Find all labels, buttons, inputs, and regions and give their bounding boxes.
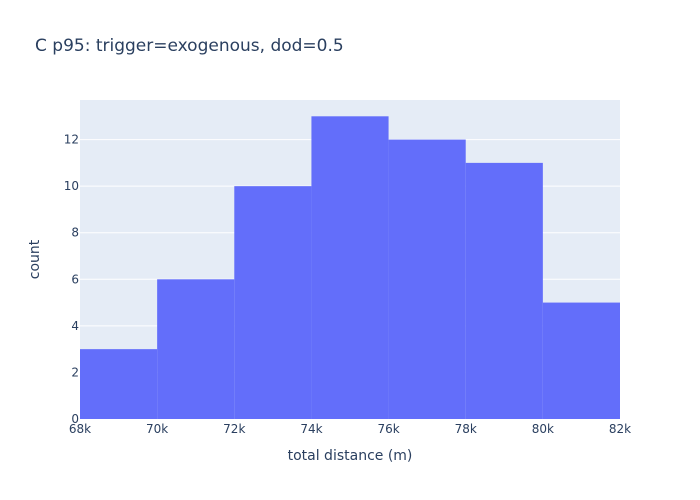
y-tick-label: 8 [71, 226, 79, 240]
x-tick-label: 80k [532, 422, 554, 436]
x-tick-label: 74k [300, 422, 322, 436]
y-tick-label: 4 [71, 319, 79, 333]
x-tick-label: 82k [609, 422, 631, 436]
x-tick-label: 70k [146, 422, 168, 436]
x-axis-ticks: 68k 70k 72k 74k 76k 78k 80k 82k [69, 422, 631, 436]
histogram-bar [465, 162, 543, 420]
histogram-bar [234, 186, 312, 419]
bars [80, 116, 620, 420]
y-tick-label: 10 [64, 179, 79, 193]
y-axis-label: count [27, 239, 43, 279]
y-tick-label: 12 [64, 133, 79, 147]
histogram-bar [157, 279, 235, 419]
histogram-bar [80, 349, 158, 419]
x-axis-label: total distance (m) [288, 448, 413, 464]
histogram-bar [311, 116, 389, 420]
y-tick-label: 2 [71, 365, 79, 379]
x-tick-label: 78k [455, 422, 477, 436]
x-tick-label: 68k [69, 422, 91, 436]
x-tick-label: 72k [223, 422, 245, 436]
y-tick-label: 0 [71, 412, 79, 426]
x-tick-label: 76k [377, 422, 399, 436]
histogram-bar [542, 302, 620, 419]
chart-title: C p95: trigger=exogenous, dod=0.5 [35, 36, 344, 56]
y-axis-ticks: 0 2 4 6 8 10 12 [64, 133, 79, 426]
histogram-bar [388, 139, 466, 420]
y-tick-label: 6 [71, 272, 79, 286]
